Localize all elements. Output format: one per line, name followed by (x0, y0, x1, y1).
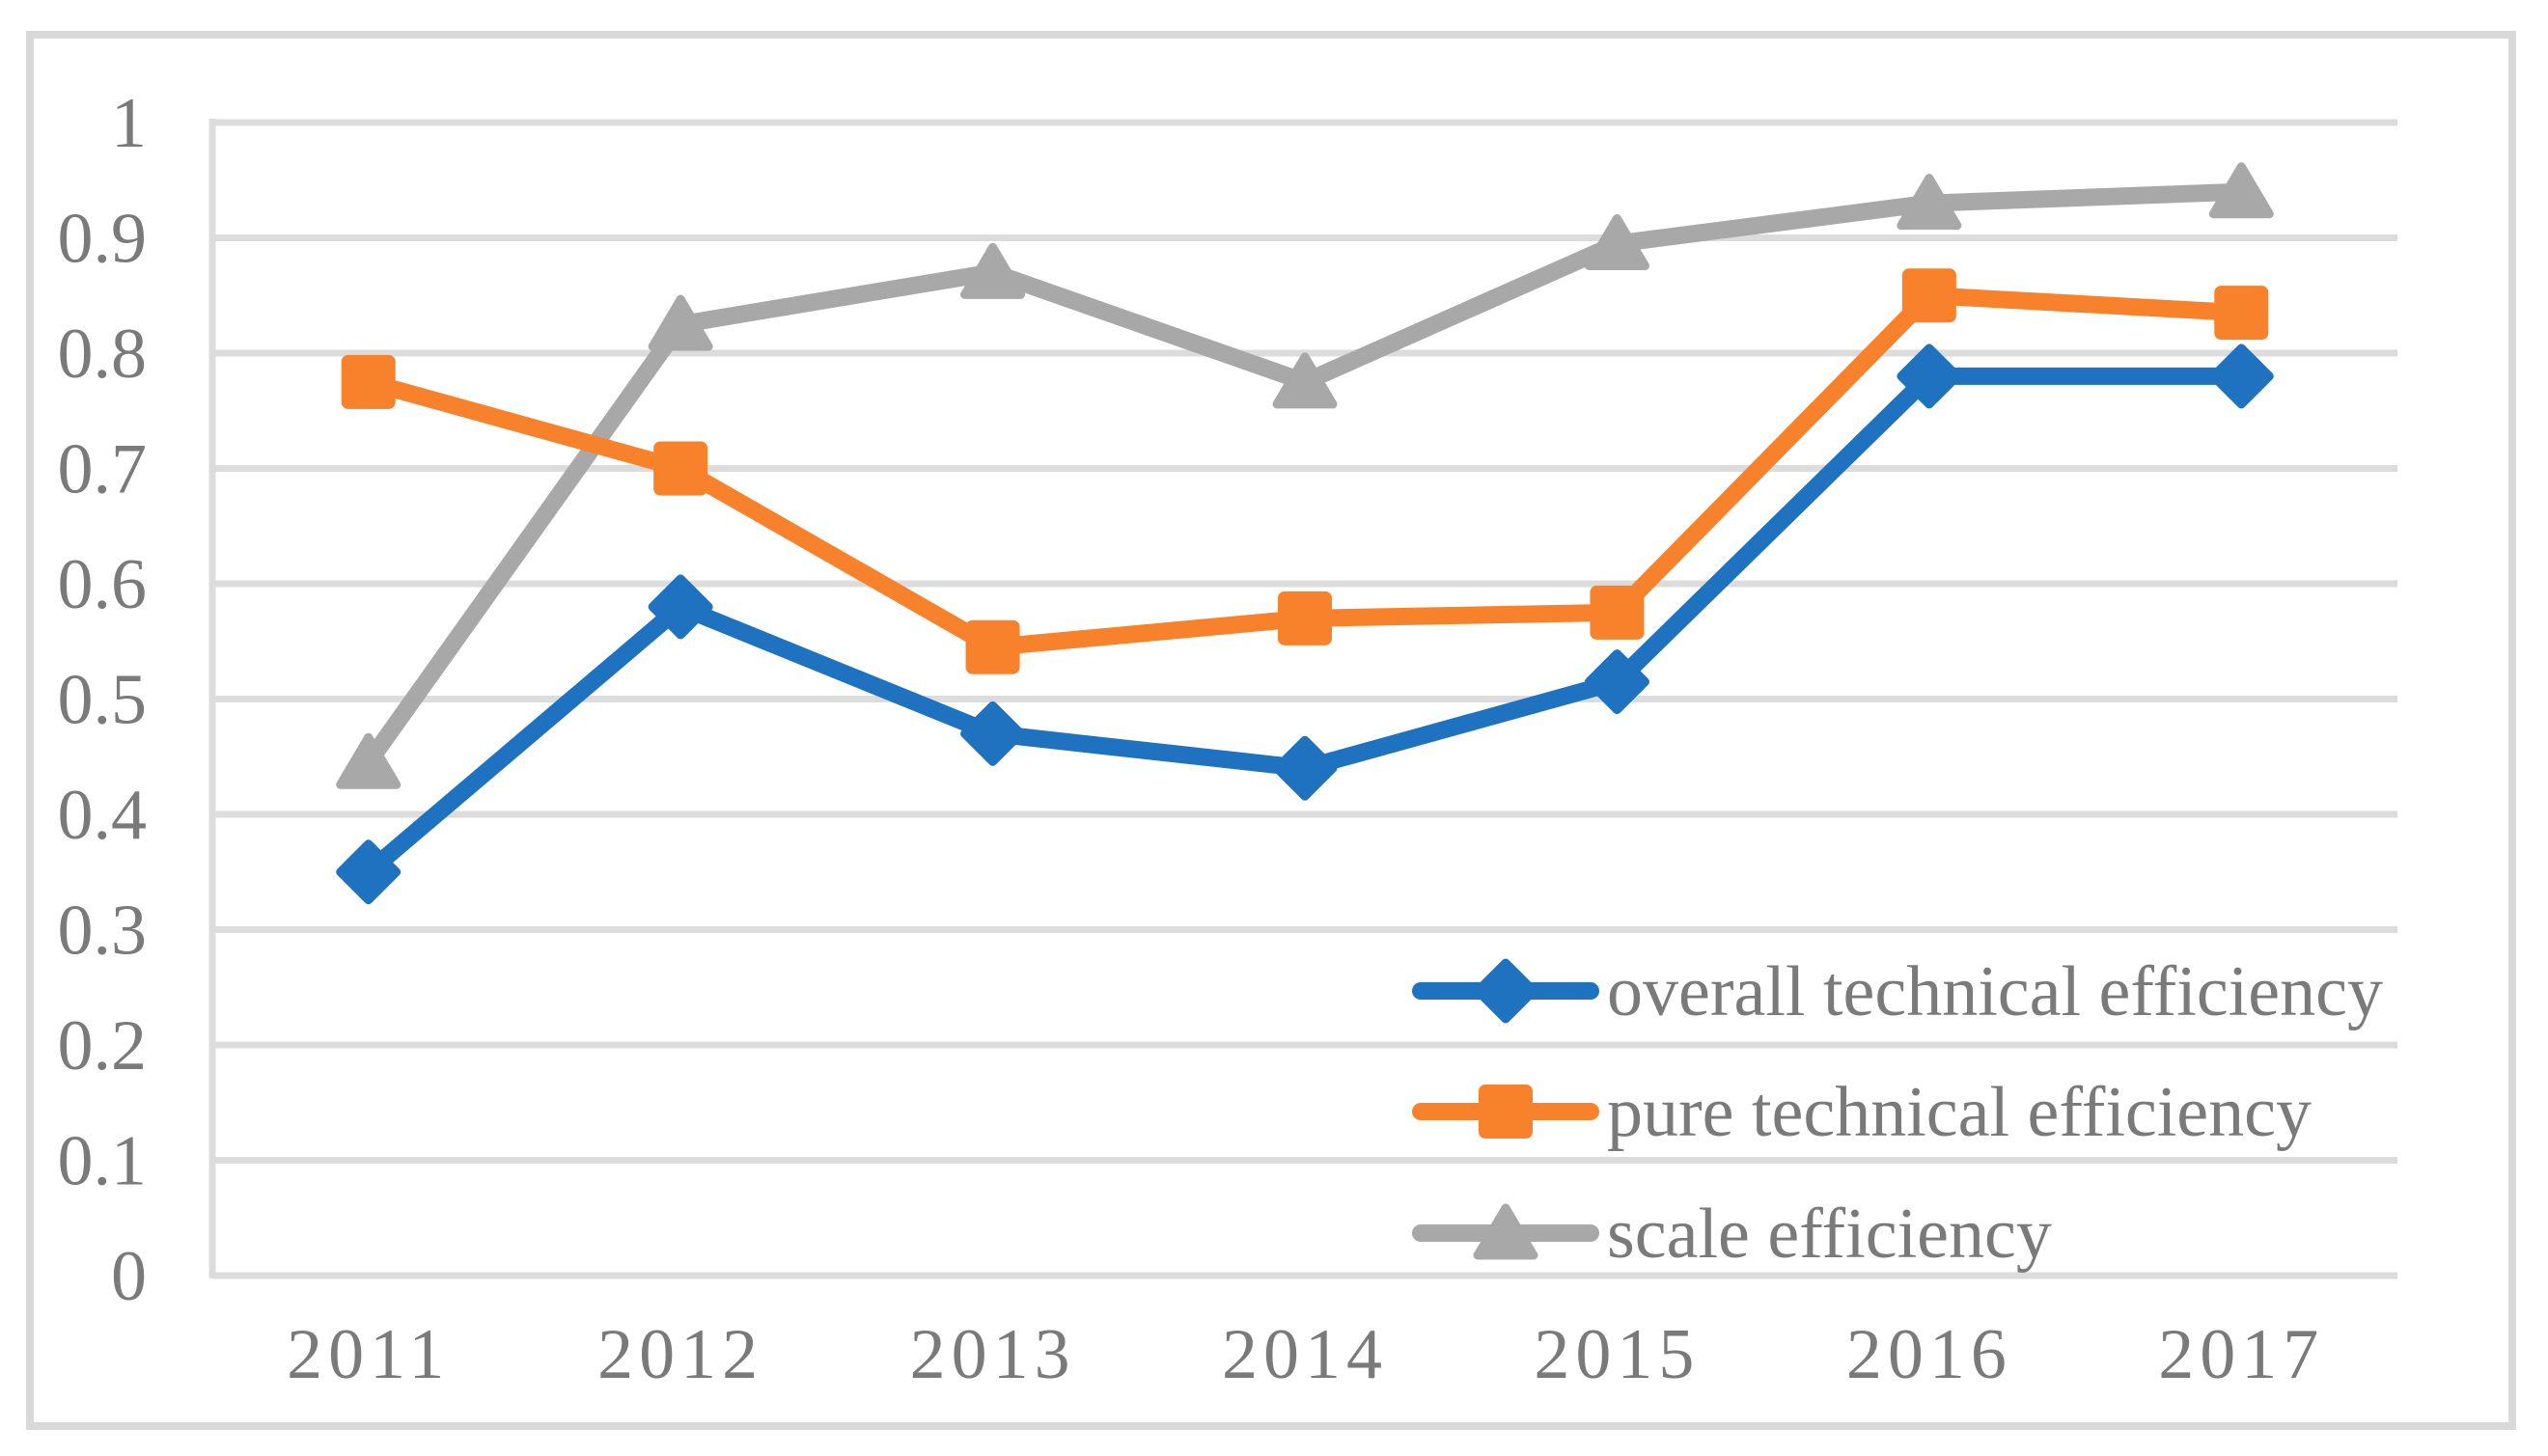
x-tick-label: 2011 (287, 1315, 450, 1394)
data-point-marker-square-pure-technical-efficiency-icon (1278, 591, 1332, 646)
x-tick-label: 2012 (597, 1315, 763, 1394)
x-tick-label: 2014 (1222, 1315, 1388, 1394)
y-tick-label: 1 (111, 84, 147, 163)
data-point-marker-square-pure-technical-efficiency-icon (2214, 286, 2269, 341)
y-tick-label: 0.4 (58, 776, 148, 855)
data-point-marker-diamond-overall-technical-efficiency-icon (648, 574, 713, 640)
x-tick-label: 2013 (910, 1315, 1076, 1394)
x-tick-label: 2016 (1846, 1315, 2012, 1394)
y-tick-label: 0.7 (58, 430, 148, 509)
data-point-marker-diamond-overall-technical-efficiency-icon (1584, 649, 1649, 715)
data-point-marker-triangle-scale-efficiency-icon (2208, 162, 2274, 219)
x-tick-label: 2017 (2158, 1315, 2324, 1394)
y-tick-label: 0.6 (58, 545, 148, 624)
y-tick-label: 0.1 (58, 1122, 148, 1201)
data-point-marker-triangle-legend-scale-efficiency-icon (1473, 1203, 1538, 1260)
data-point-marker-diamond-overall-technical-efficiency-icon (2208, 343, 2274, 409)
data-point-marker-triangle-scale-efficiency-icon (960, 242, 1026, 299)
data-point-marker-square-legend-pure-technical-efficiency-icon (1479, 1085, 1533, 1139)
y-tick-label: 0.5 (58, 661, 148, 740)
data-point-marker-diamond-legend-overall-technical-efficiency-icon (1473, 958, 1538, 1024)
y-tick-label: 0.8 (58, 315, 148, 394)
data-point-marker-diamond-overall-technical-efficiency-icon (960, 701, 1026, 766)
data-point-marker-square-pure-technical-efficiency-icon (965, 619, 1020, 674)
data-point-marker-square-pure-technical-efficiency-icon (1901, 268, 1956, 323)
data-point-marker-triangle-scale-efficiency-icon (336, 732, 402, 789)
data-point-marker-square-pure-technical-efficiency-icon (341, 354, 396, 409)
data-point-marker-triangle-scale-efficiency-icon (1584, 213, 1649, 270)
data-point-marker-triangle-scale-efficiency-icon (648, 294, 713, 351)
data-point-marker-diamond-overall-technical-efficiency-icon (336, 839, 402, 905)
x-tick-label: 2015 (1534, 1315, 1700, 1394)
legend-label-pure-technical-efficiency: pure technical efficiency (1607, 1073, 2312, 1152)
data-point-marker-square-pure-technical-efficiency-icon (653, 441, 708, 496)
figure-border (26, 31, 2516, 1430)
data-point-marker-triangle-scale-efficiency-icon (1272, 352, 1338, 409)
y-tick-label: 0 (111, 1237, 147, 1316)
y-tick-label: 0.3 (58, 892, 148, 971)
data-point-marker-square-pure-technical-efficiency-icon (1590, 585, 1645, 640)
y-tick-label: 0.9 (58, 200, 148, 279)
legend-label-scale-efficiency: scale efficiency (1607, 1195, 2052, 1274)
data-point-marker-diamond-overall-technical-efficiency-icon (1272, 735, 1338, 801)
y-tick-label: 0.2 (58, 1006, 148, 1085)
data-point-marker-triangle-scale-efficiency-icon (1897, 174, 1962, 231)
data-point-marker-diamond-overall-technical-efficiency-icon (1897, 343, 1962, 409)
legend-label-overall-technical-efficiency: overall technical efficiency (1607, 952, 2383, 1031)
